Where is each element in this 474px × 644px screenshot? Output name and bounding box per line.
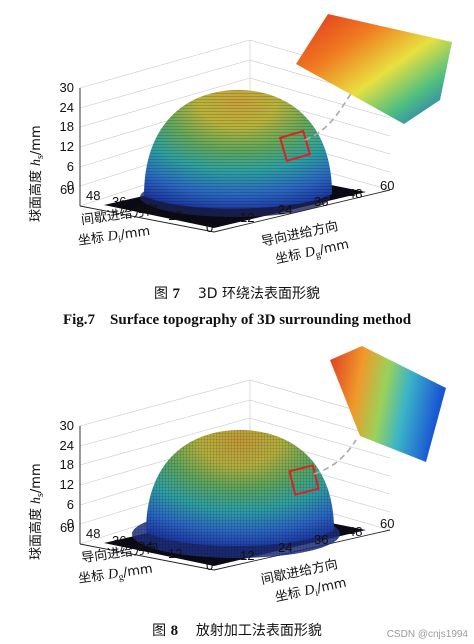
caption-prefix: 图 — [154, 286, 169, 302]
right-tick: 60 — [380, 516, 394, 531]
right-axis-ticks: 0 12 24 36 48 60 — [206, 178, 394, 235]
svg-text:球面高度hs/mm: 球面高度 hs/mm — [28, 125, 46, 222]
right-axis-sub: i — [314, 588, 319, 599]
figure-7-caption-en: Fig.7 Surface topography of 3D surroundi… — [0, 312, 474, 329]
left-axis-label: 导向进给方向 坐标 Dg/mm — [77, 540, 160, 589]
left-axis-line2: 坐标 — [77, 568, 105, 586]
left-axis-ticks: 60 48 36 24 12 — [60, 182, 182, 223]
right-tick: 60 — [380, 178, 394, 193]
left-axis-line2: 坐标 — [77, 230, 105, 248]
figure-7-caption-cn: 图 7 3D 环绕法表面形貌 — [0, 283, 474, 303]
z-label-sub: s — [35, 155, 46, 159]
right-axis-label: 间歇进给方向 坐标Di/mm — [260, 556, 349, 608]
inset-surface-zoom — [330, 346, 446, 462]
left-axis-sym: D — [106, 566, 119, 582]
z-label-cn: 球面高度 — [28, 508, 44, 560]
z-tick: 24 — [60, 438, 74, 453]
left-axis-sub: i — [118, 234, 123, 245]
leader-line — [313, 439, 357, 475]
z-ticks: 30 24 18 12 6 0 — [60, 418, 74, 531]
z-tick: 12 — [60, 477, 74, 492]
z-label-cn: 球面高度 — [28, 170, 44, 222]
right-tick: 0 — [206, 558, 213, 573]
right-axis-sym: D — [302, 244, 316, 261]
leader-line — [304, 91, 353, 141]
z-label-unit: /mm — [29, 463, 44, 493]
svg-text:坐标Di/mm: 坐标Di/mm — [77, 224, 151, 251]
z-tick: 30 — [60, 418, 74, 433]
right-axis-label: 导向进给方向 坐标Dg/mm — [260, 218, 351, 269]
z-tick: 0 — [67, 178, 74, 193]
z-tick: 24 — [60, 100, 74, 115]
left-tick: 48 — [86, 188, 100, 203]
z-label-sym: h — [29, 497, 44, 504]
left-axis-sym: D — [106, 228, 119, 244]
z-tick: 12 — [60, 139, 74, 154]
highlight-box — [278, 129, 312, 163]
z-tick: 6 — [67, 497, 74, 512]
z-label-sub: s — [35, 493, 46, 497]
z-axis-label: 球面高度 hs/mm — [28, 463, 46, 560]
left-axis-label: 间歇进给方向 坐标 Di/mm — [77, 202, 160, 251]
right-axis-sym: D — [302, 582, 316, 599]
right-axis-unit: /mm — [316, 576, 348, 597]
left-tick: 60 — [60, 182, 74, 197]
right-axis-unit: /mm — [318, 237, 350, 258]
left-tick: 36 — [112, 194, 126, 209]
watermark: CSDN @cnjs1994 — [386, 629, 468, 640]
right-tick: 24 — [278, 202, 292, 217]
left-tick: 24 — [138, 539, 152, 554]
z-tick: 30 — [60, 80, 74, 95]
z-axis-label: 球面高度 hs/mm — [28, 125, 46, 222]
z-tick: 6 — [67, 159, 74, 174]
left-tick: 12 — [168, 208, 182, 223]
svg-text:坐标Di/mm: 坐标Di/mm — [274, 576, 349, 608]
caption-en-text: Surface topography of 3D surrounding met… — [110, 312, 412, 328]
right-tick: 36 — [314, 532, 328, 547]
right-tick: 12 — [240, 548, 254, 563]
z-tick: 18 — [60, 119, 74, 134]
figure-8-caption-cn: 图 8 放射加工法表面形貌 — [0, 620, 474, 640]
right-tick: 0 — [206, 220, 213, 235]
caption-en-prefix: Fig.7 — [62, 312, 96, 328]
right-tick: 48 — [348, 186, 362, 201]
z-ticks: 30 24 18 12 6 0 — [60, 80, 74, 193]
figure-8: 30 24 18 12 6 0 60 48 36 24 12 0 12 24 3… — [0, 340, 474, 644]
right-tick: 12 — [240, 210, 254, 225]
caption-number: 8 — [170, 623, 179, 639]
left-tick: 24 — [138, 201, 152, 216]
svg-text:坐标Dg/mm: 坐标Dg/mm — [77, 562, 153, 589]
z-label-unit: /mm — [29, 125, 44, 155]
figure-7: 30 24 18 12 6 0 60 48 36 24 12 0 12 24 3… — [0, 0, 474, 302]
left-tick: 48 — [86, 526, 100, 541]
inset-surface-zoom — [296, 14, 452, 124]
right-tick: 24 — [278, 540, 292, 555]
z-tick: 18 — [60, 457, 74, 472]
right-axis-line2: 坐标 — [274, 585, 303, 605]
caption-number: 7 — [172, 286, 181, 302]
left-tick: 60 — [60, 520, 74, 535]
left-axis-unit: /mm — [120, 224, 152, 243]
left-axis-ticks: 60 48 36 24 12 — [60, 520, 182, 561]
caption-text: 放射加工法表面形貌 — [195, 623, 322, 639]
left-axis-unit: /mm — [122, 562, 154, 581]
right-axis-sub: g — [315, 249, 322, 261]
left-tick: 36 — [112, 533, 126, 548]
z-label-sym: h — [29, 159, 44, 166]
right-axis-line2: 坐标 — [274, 247, 303, 267]
caption-prefix: 图 — [152, 623, 167, 639]
z-tick: 0 — [67, 516, 74, 531]
caption-text: 3D 环绕法表面形貌 — [197, 286, 320, 302]
right-axis-ticks: 0 12 24 36 48 60 — [206, 516, 394, 573]
highlight-box — [288, 464, 320, 496]
surface-plot-3d-surrounding: 30 24 18 12 6 0 60 48 36 24 12 0 12 24 3… — [28, 14, 452, 269]
surface-plot-radial: 30 24 18 12 6 0 60 48 36 24 12 0 12 24 3… — [28, 346, 446, 608]
svg-text:坐标Dg/mm: 坐标Dg/mm — [274, 237, 351, 269]
svg-text:球面高度hs/mm: 球面高度 hs/mm — [28, 463, 46, 560]
left-axis-sub: g — [118, 572, 124, 584]
right-tick: 36 — [314, 194, 328, 209]
right-tick: 48 — [348, 524, 362, 539]
left-tick: 12 — [168, 546, 182, 561]
